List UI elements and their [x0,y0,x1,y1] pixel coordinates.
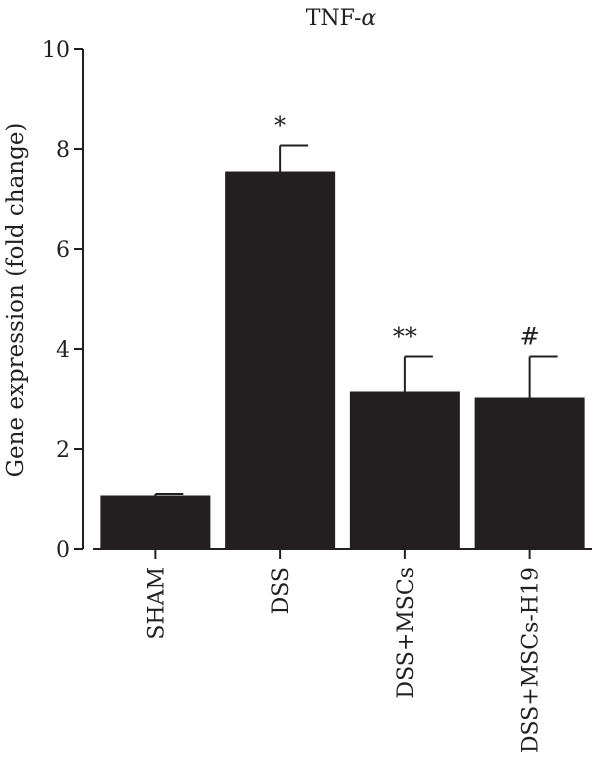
plot-area: 0 2 4 6 8 10 SHAM * DSS ** DSS+MSCs # DSS+MSCs-H19 [42,38,592,753]
y-tick-label: 6 [56,238,70,263]
chart-title-symbol: α [361,6,376,31]
significance-label: # [520,323,540,351]
bar [349,391,460,549]
y-tick-label: 0 [56,538,70,563]
significance-label: ** [393,323,417,351]
x-tick-label: DSS+MSCs-H19 [519,567,544,753]
y-tick-label: 10 [42,38,70,63]
x-tick-label: DSS [269,567,294,614]
x-tick-label: SHAM [144,567,169,640]
y-tick-label: 2 [56,438,70,463]
x-tick-label: DSS+MSCs [394,567,419,699]
significance-label: * [274,112,286,140]
bar [225,171,336,549]
bar [474,397,585,549]
y-tick-label: 4 [56,338,70,363]
bar [100,495,211,549]
y-tick-label: 8 [56,138,70,163]
chart-title-prefix: TNF- [306,6,362,31]
y-axis-title: Gene expression (fold change) [3,123,29,478]
chart-title: TNF-α [306,6,377,31]
